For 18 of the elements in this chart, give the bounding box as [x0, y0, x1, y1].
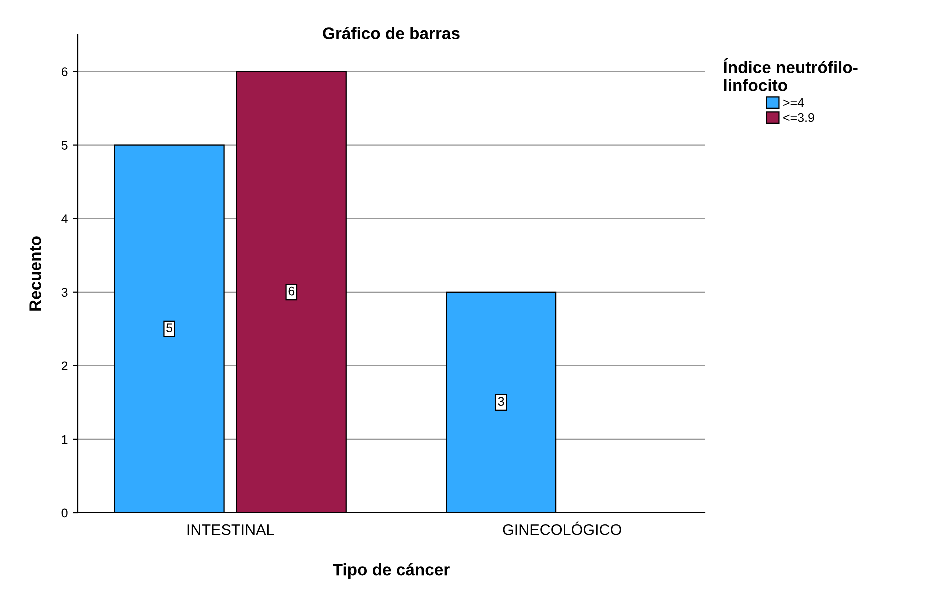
y-tick-label: 4 [62, 214, 68, 224]
y-tick-label: 3 [62, 288, 68, 298]
y-tick-label: 2 [62, 362, 68, 370]
x-tick-label: GINECOLÓGICO [503, 522, 622, 536]
y-axis-title: Recuento [30, 236, 42, 311]
x-axis-title: Tipo de cáncer [333, 563, 450, 580]
y-tick-label: 5 [62, 141, 68, 150]
legend-label: <=3.9 [784, 113, 814, 122]
y-tick-label: 6 [62, 68, 68, 76]
data-label: 3 [498, 397, 504, 406]
data-label: 5 [166, 324, 173, 333]
y-tick-label: 0 [62, 508, 68, 518]
legend-label: >=4 [784, 98, 804, 108]
data-label: 6 [288, 286, 295, 296]
x-tick-label: INTESTINAL [188, 524, 274, 536]
y-tick-label: 1 [62, 435, 68, 444]
chart-title: Gráfico de barras [323, 27, 460, 40]
legend-title: Índice neutrófilo-linfocito [724, 58, 858, 92]
